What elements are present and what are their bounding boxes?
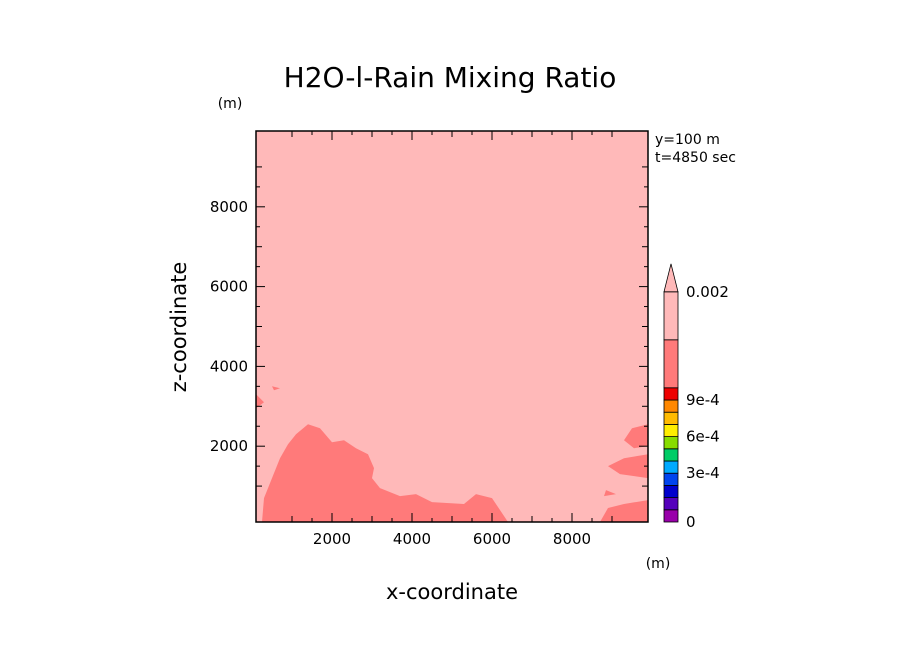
contour-region-5	[272, 386, 280, 391]
contour-region-6	[604, 490, 616, 497]
x-tick-label: 6000	[473, 530, 511, 548]
plot-area	[255, 130, 649, 523]
colorbar-swatch-5	[663, 448, 679, 462]
colorbar-label: 0.002	[686, 283, 729, 301]
y-tick-label: 6000	[210, 278, 248, 296]
colorbar-label: 9e-4	[686, 391, 720, 409]
colorbar-swatch-3	[663, 472, 679, 486]
annotation-y: y=100 m	[655, 132, 720, 148]
z-unit-label: (m)	[218, 96, 243, 112]
colorbar-swatch-1	[663, 497, 679, 511]
colorbar-swatch-0	[663, 509, 679, 523]
colorbar-swatch-4	[663, 460, 679, 474]
x-tick-label: 2000	[313, 530, 351, 548]
y-tick-label: 8000	[210, 198, 248, 216]
colorbar-swatch-6	[663, 436, 679, 450]
y-tick-label: 2000	[210, 437, 248, 455]
contour-region-3	[624, 424, 648, 449]
annotation-t: t=4850 sec	[655, 150, 736, 166]
colorbar-swatch-9	[663, 399, 679, 413]
colorbar-extend-arrow	[663, 263, 679, 293]
x-tick-label: 8000	[553, 530, 591, 548]
axis-ticks: 2000 4000 6000 8000 2000 4000 6000 8000	[210, 131, 648, 548]
colorbar-swatch-11	[663, 339, 679, 389]
contour-region-4	[256, 394, 264, 409]
x-unit-label: (m)	[646, 556, 671, 572]
colorbar-swatch-10	[663, 387, 679, 401]
colorbar-label: 3e-4	[686, 464, 720, 482]
x-tick-label: 4000	[393, 530, 431, 548]
colorbar-label: 0	[686, 513, 696, 531]
y-axis-label: z-coordinate	[167, 262, 191, 393]
colorbar-swatch-8	[663, 411, 679, 425]
colorbar-swatch-12	[663, 291, 679, 341]
chart-title: H2O-l-Rain Mixing Ratio	[284, 61, 617, 94]
contour-region-0	[262, 424, 508, 522]
y-tick-label: 4000	[210, 357, 248, 375]
contour-region-2	[608, 454, 648, 479]
colorbar-swatch-7	[663, 423, 679, 437]
colorbar-label: 6e-4	[686, 428, 720, 446]
colorbar-swatch-2	[663, 484, 679, 498]
x-axis-label: x-coordinate	[386, 580, 518, 604]
colorbar: 0 3e-4 6e-4 9e-4 0.002	[663, 263, 729, 531]
